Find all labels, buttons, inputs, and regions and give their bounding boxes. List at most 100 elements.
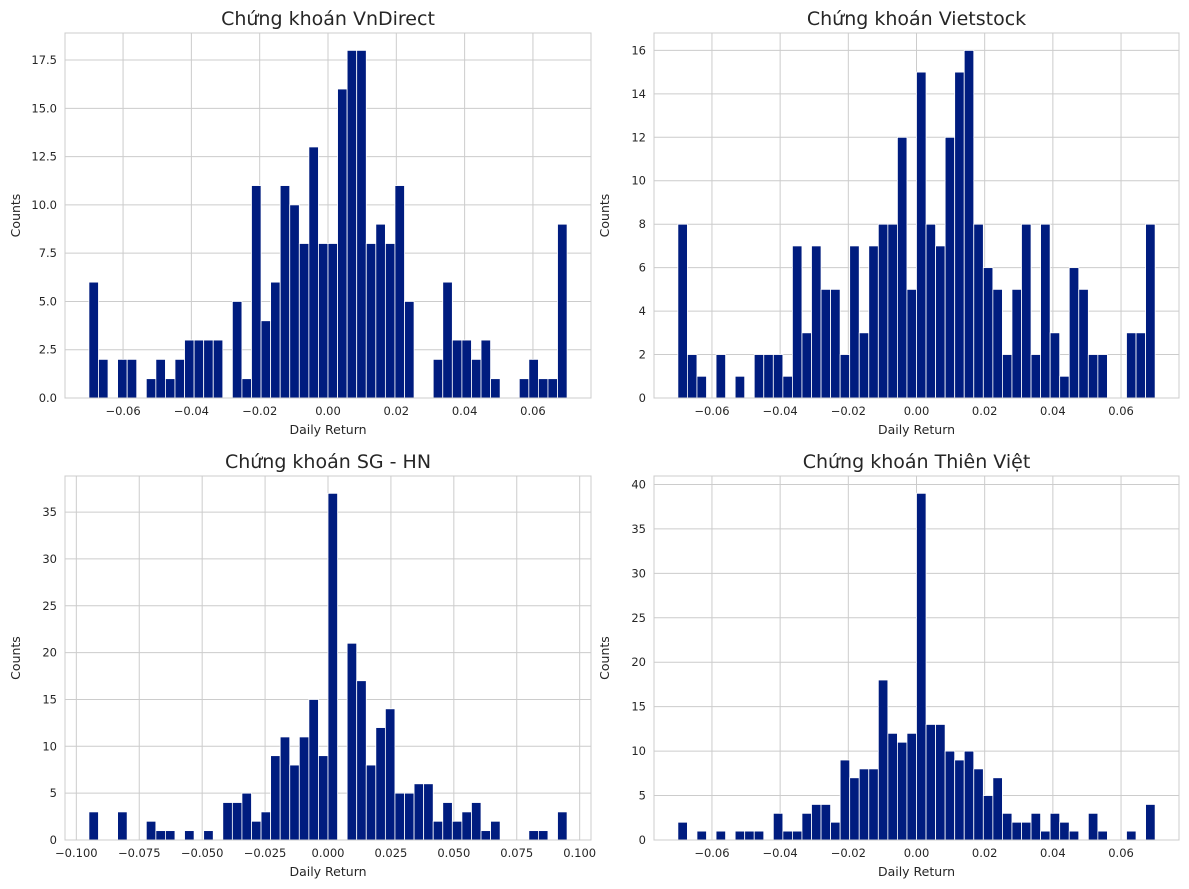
histogram-bar [897,741,908,841]
histogram-bar [906,288,917,399]
x-axis-label: Daily Return [289,864,366,879]
x-tick-label: 0.06 [520,404,546,418]
x-tick-label: −0.02 [242,404,277,418]
histogram-bar [744,830,755,841]
histogram-bar [461,339,472,399]
histogram-bar [98,358,109,399]
chart-panel-1: −0.06 −0.04 −0.02 0.00 0.02 0.04 0.06 0.0 2.5 5.0… [8,8,592,437]
histogram-bar [231,802,243,841]
histogram-bar [963,49,975,399]
y-tick-label: 30 [631,566,646,580]
y-tick-label: 10.0 [31,198,57,212]
histogram-bar [1021,223,1032,399]
x-tick-label: −0.050 [181,846,224,860]
histogram-bar [471,358,482,399]
histogram-bar [155,830,166,841]
y-tick-label: 8 [639,217,646,231]
histogram-bar [327,492,338,841]
histogram-bar [184,339,195,399]
histogram-bar [337,88,348,399]
y-tick-label: 40 [631,477,646,491]
histogram-bar [792,830,803,841]
histogram-bar [935,724,946,841]
histogram-bar [298,736,310,841]
histogram-bar [165,378,176,399]
histogram-bar [858,768,870,841]
histogram-bar [1030,812,1041,841]
histogram-bar [117,811,128,841]
histogram-bar [782,375,793,399]
y-tick-label: 15.0 [31,101,57,115]
y-tick-label: 15 [42,692,57,706]
histogram-bar [375,223,386,399]
histogram-bar [877,223,889,399]
y-tick-label: 0 [50,833,57,847]
histogram-bar [490,378,501,399]
histogram-bar [1049,812,1061,841]
x-tick-label: 0.100 [563,846,596,860]
x-tick-label: −0.025 [244,846,287,860]
histogram-bar [839,759,851,841]
x-tick-label: 0.00 [904,846,930,860]
histogram-bar [954,71,965,399]
y-tick-label: 10 [42,739,57,753]
histogram-bar [868,245,879,399]
y-tick-label: 7.5 [39,246,57,260]
histogram-bar [849,777,860,841]
histogram-bar [1068,830,1080,841]
histogram-bar [528,358,539,399]
x-tick-label: −0.02 [831,404,866,418]
histogram-bar [1126,332,1137,399]
histogram-bar [801,332,812,399]
histogram-bar [222,802,233,841]
histogram-bar [753,830,765,841]
x-tick-label: 0.025 [374,846,407,860]
histogram-bar [1040,830,1051,841]
axes-frame [64,32,592,399]
histogram-bar [308,146,319,399]
histogram-bar [279,185,291,399]
axes-frame [653,475,1180,841]
histogram-bar [394,792,405,841]
x-tick-label: −0.06 [105,404,140,418]
x-tick-label: 0.00 [904,404,930,418]
histogram-bar [212,339,224,399]
y-tick-label: 6 [639,261,646,275]
histogram-bar [1002,354,1013,399]
histogram-bar [792,245,803,399]
chart-title: Chứng khoán Vietstock [807,8,1026,30]
histogram-bar [203,339,214,399]
histogram-bar [1030,354,1041,399]
histogram-bar [346,49,358,399]
histogram-bar [461,811,472,841]
histogram-bar [1145,223,1156,399]
histogram-bar [830,288,841,399]
y-tick-label: 25 [631,611,646,625]
y-tick-label: 15 [631,700,646,714]
histogram-bar [1059,821,1070,841]
histogram-bar [88,811,99,841]
histogram-bar [1097,354,1108,399]
histogram-bar [925,724,936,841]
histogram-bar [715,354,726,399]
histogram-bar [88,281,99,399]
histogram-bar [423,783,434,841]
x-tick-label: −0.02 [831,846,866,860]
chart-panel-3: −0.100 −0.075 −0.050 −0.025 0.000 0.025 0.050 0… [8,451,596,879]
histogram-bar [982,267,994,399]
y-tick-label: 0 [639,833,646,847]
histogram-bar [1097,830,1108,841]
histogram-bar [916,71,927,399]
x-tick-label: −0.04 [174,404,209,418]
histogram-bar [715,830,726,841]
histogram-bar [356,680,367,841]
histogram-bar [384,708,396,841]
histogram-bar [811,245,822,399]
histogram-bar [839,354,851,399]
histogram-bar [117,358,128,399]
histogram-bar [528,830,539,841]
histogram-bar [1145,804,1156,841]
histogram-bar [1002,812,1013,841]
histogram-bar [231,301,243,399]
